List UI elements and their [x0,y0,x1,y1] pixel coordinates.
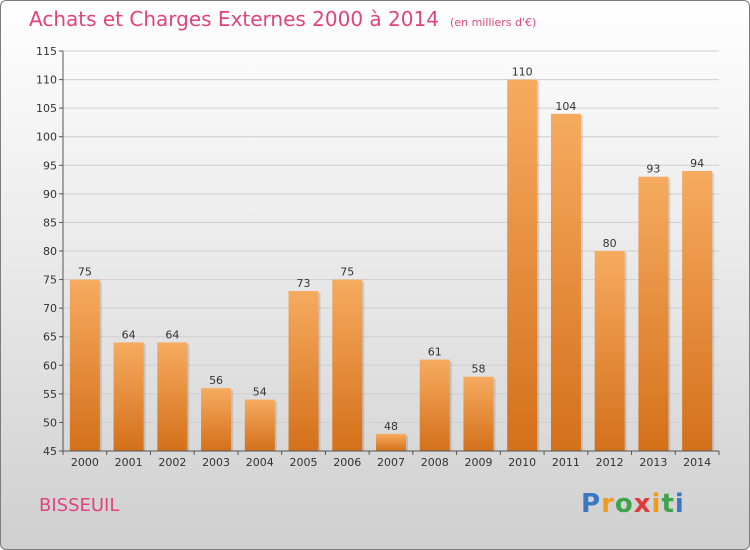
bar [113,342,144,451]
x-axis: 2000 2001 2002 2003 2004 2005 2006 2007 2008 2009… [62,450,720,469]
bar-value-label: 75 [78,266,92,279]
bar [201,388,232,451]
bar-value-label: 75 [340,266,354,279]
commune-name: BISSEUIL [39,495,120,516]
bar [69,279,100,451]
bar [463,376,494,451]
y-tick-label: 50 [43,416,57,429]
bar-value-label: 110 [512,66,533,79]
x-tick-label: 2005 [290,456,318,469]
x-tick-label: 2004 [246,456,274,469]
bar-value-label: 64 [122,328,136,341]
y-tick-label: 70 [43,302,57,315]
logo-letter: i [651,489,662,519]
y-tick-label: 55 [43,388,57,401]
logo-letter: x [633,489,652,519]
bar [550,113,581,451]
bar-value-label: 54 [253,386,267,399]
bar [376,433,406,451]
bar-value-label: 94 [690,157,704,170]
bar-value-label: 104 [555,100,576,113]
bar-value-label: 64 [165,328,179,341]
y-tick-label: 90 [43,188,57,201]
bar [507,79,538,452]
x-tick-label: 2002 [158,456,186,469]
chart-unit: (en milliers d'€) [450,16,537,29]
x-tick-label: 2010 [508,456,536,469]
y-tick-label: 85 [43,216,57,229]
title-row: Achats et Charges Externes 2000 à 2014 (… [29,7,536,31]
y-tick-label: 65 [43,331,57,344]
y-tick-label: 80 [43,245,57,258]
x-tick-label: 2000 [71,456,99,469]
y-tick-label: 105 [36,102,57,115]
bar-value-label: 80 [603,237,617,250]
y-tick-label: 60 [43,359,57,372]
bar [288,291,319,451]
logo-letter: t [661,489,675,519]
x-tick-label: 2013 [639,456,667,469]
y-tick-label: 95 [43,159,57,172]
bar [638,176,669,451]
y-axis: 45 50 55 60 65 70 75 80 85 90 95 100 105 110 115 [36,45,64,458]
chart-title: Achats et Charges Externes 2000 à 2014 [29,7,439,31]
bar-value-label: 58 [471,363,485,376]
logo-letter: P [581,489,602,519]
x-tick-label: 2003 [202,456,230,469]
bars: 75 64 64 56 54 73 75 48 61 58 110 104 80 93 94 [69,66,715,452]
logo-letter: i [674,489,685,519]
y-tick-label: 115 [36,45,57,58]
proxiti-logo[interactable]: Proxiti [581,489,685,519]
y-tick-label: 45 [43,445,57,458]
bar [419,359,450,451]
x-tick-label: 2006 [333,456,361,469]
y-tick-label: 75 [43,274,57,287]
bar [244,399,275,451]
bar [594,251,625,451]
bar [332,279,363,451]
logo-letter: r [601,489,615,519]
x-tick-label: 2011 [552,456,580,469]
x-tick-label: 2007 [377,456,405,469]
bar-value-label: 73 [297,277,311,290]
y-tick-label: 110 [36,74,57,87]
x-tick-label: 2008 [421,456,449,469]
bar-value-label: 48 [384,420,398,433]
bar [682,171,713,451]
x-tick-label: 2009 [464,456,492,469]
x-tick-label: 2012 [596,456,624,469]
x-tick-label: 2014 [683,456,711,469]
logo-letter: o [614,489,634,519]
bar-value-label: 61 [428,346,442,359]
x-tick-label: 2001 [115,456,143,469]
bar-value-label: 56 [209,374,223,387]
bar-value-label: 93 [646,163,660,176]
bar [157,342,188,451]
y-tick-label: 100 [36,131,57,144]
